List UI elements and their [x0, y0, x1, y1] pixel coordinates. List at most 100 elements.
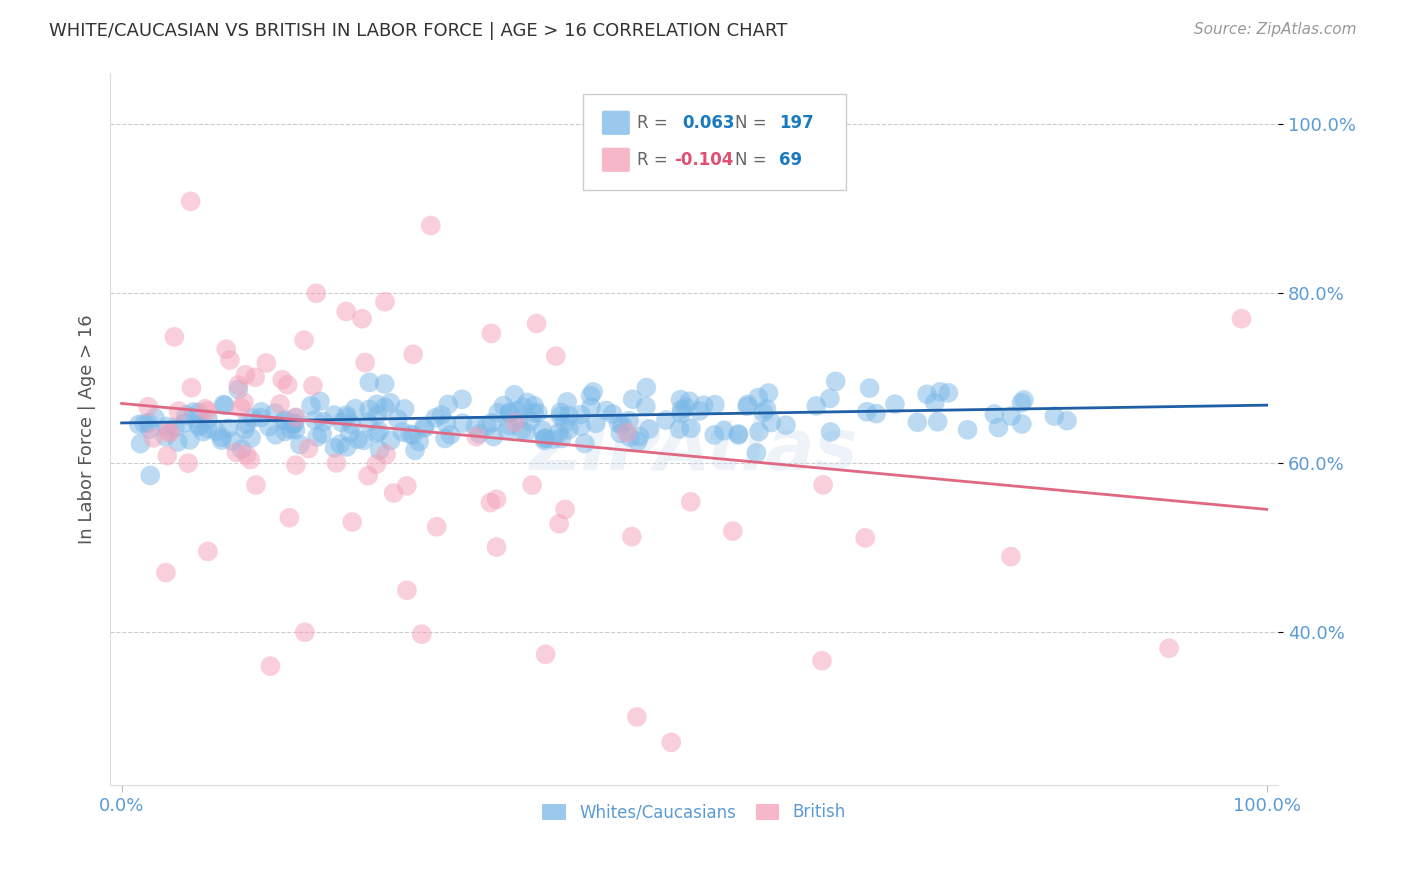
Point: [311, 426, 333, 441]
Point: [1000, 549, 1022, 564]
Point: [619, 430, 641, 444]
Point: [335, 408, 357, 422]
Point: [329, 437, 352, 451]
Point: [498, 406, 520, 420]
Point: [1230, 311, 1253, 326]
Point: [905, 415, 928, 429]
Point: [775, 418, 797, 433]
Text: N =: N =: [735, 151, 772, 169]
Point: [554, 502, 576, 516]
Point: [274, 413, 297, 427]
Point: [239, 452, 262, 467]
Point: [305, 286, 328, 301]
Point: [193, 425, 215, 439]
Point: [824, 375, 846, 389]
Point: [219, 353, 242, 368]
Point: [938, 385, 960, 400]
Point: [166, 435, 188, 450]
Point: [607, 417, 630, 431]
Point: [569, 419, 592, 434]
Point: [177, 456, 200, 470]
Point: [344, 401, 367, 416]
Point: [357, 415, 380, 429]
Point: [437, 397, 460, 411]
Point: [544, 349, 567, 363]
Point: [678, 394, 700, 409]
Point: [675, 401, 697, 415]
Point: [394, 401, 416, 416]
Point: [382, 486, 405, 500]
Point: [284, 423, 307, 437]
Point: [1000, 409, 1022, 423]
Text: R =: R =: [637, 151, 673, 169]
Point: [280, 422, 302, 436]
Point: [391, 425, 413, 439]
Point: [451, 392, 474, 407]
Point: [669, 407, 692, 421]
Point: [187, 417, 209, 432]
Point: [174, 408, 197, 422]
Point: [233, 422, 256, 436]
Point: [374, 401, 396, 415]
Point: [404, 443, 426, 458]
Point: [294, 625, 316, 640]
Point: [806, 399, 828, 413]
Point: [626, 710, 648, 724]
Point: [309, 394, 332, 409]
Point: [353, 434, 375, 448]
Text: Source: ZipAtlas.com: Source: ZipAtlas.com: [1194, 22, 1357, 37]
Point: [180, 381, 202, 395]
Y-axis label: In Labor Force | Age > 16: In Labor Force | Age > 16: [79, 314, 96, 544]
Point: [927, 415, 949, 429]
Point: [748, 425, 770, 439]
Point: [250, 410, 273, 425]
Point: [245, 478, 267, 492]
Point: [250, 405, 273, 419]
Point: [284, 458, 307, 472]
Point: [264, 406, 287, 420]
Point: [761, 416, 783, 430]
Point: [527, 406, 550, 420]
Point: [820, 425, 842, 439]
Point: [747, 391, 769, 405]
Point: [336, 440, 359, 454]
Point: [883, 397, 905, 411]
Point: [240, 431, 263, 445]
Point: [156, 419, 179, 434]
Point: [659, 735, 682, 749]
Point: [439, 427, 461, 442]
Point: [745, 446, 768, 460]
Point: [226, 383, 249, 397]
Text: ZIPAtlas: ZIPAtlas: [530, 416, 859, 484]
Point: [479, 495, 502, 509]
Point: [735, 399, 758, 413]
Point: [284, 410, 307, 425]
Point: [273, 414, 295, 428]
Point: [413, 421, 436, 435]
Point: [987, 420, 1010, 434]
Point: [330, 416, 353, 430]
Point: [129, 436, 152, 450]
Point: [859, 381, 882, 395]
Point: [703, 428, 725, 442]
Point: [595, 403, 617, 417]
Point: [512, 401, 534, 415]
Point: [245, 370, 267, 384]
Point: [278, 510, 301, 524]
Point: [464, 419, 486, 434]
Point: [499, 405, 522, 419]
Point: [679, 421, 702, 435]
FancyBboxPatch shape: [602, 111, 630, 135]
Point: [138, 416, 160, 430]
Point: [226, 378, 249, 392]
Point: [915, 387, 938, 401]
Point: [628, 429, 651, 443]
Point: [555, 395, 578, 409]
Point: [229, 401, 252, 415]
Point: [621, 392, 644, 407]
Point: [475, 419, 498, 434]
Point: [638, 422, 661, 436]
Point: [655, 413, 678, 427]
Point: [408, 434, 430, 449]
Point: [426, 520, 449, 534]
